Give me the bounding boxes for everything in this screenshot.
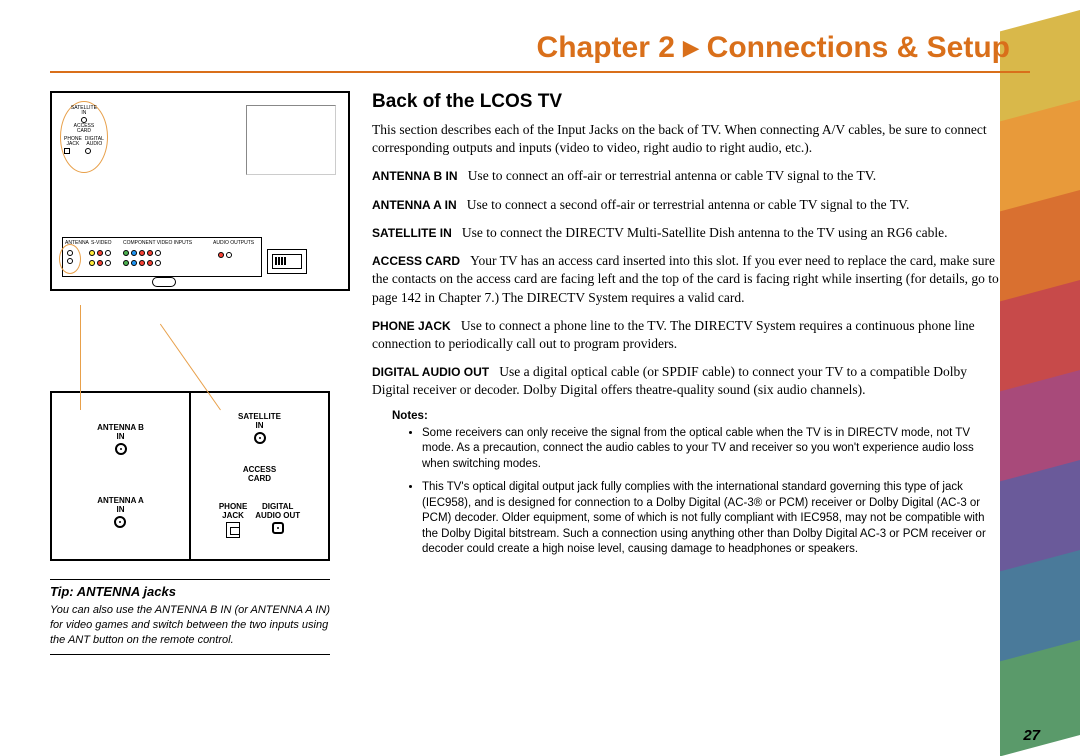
item-satellite: SATELLITE IN Use to connect the DIRECTV … <box>372 224 1000 242</box>
chapter-header: Chapter 2 ▸ Connections & Setup <box>50 30 1030 73</box>
note-1: Some receivers can only receive the sign… <box>422 426 1000 473</box>
section-heading: Back of the LCOS TV <box>372 91 1000 113</box>
item-digital-audio: DIGITAL AUDIO OUT Use a digital optical … <box>372 363 1000 399</box>
label-digital: DIGITAL AUDIO OUT <box>255 502 300 520</box>
item-access-card: ACCESS CARD Your TV has an access card i… <box>372 252 1000 307</box>
notes-title: Notes: <box>392 410 1000 422</box>
tip-block: Tip: ANTENNA jacks You can also use the … <box>50 579 330 655</box>
item-antenna-a: ANTENNA A IN Use to connect a second off… <box>372 196 1000 214</box>
label-phone: PHONE JACK <box>219 502 247 520</box>
tv-back-diagram: SATELLITEIN ACCESSCARD PHONEJACK DIGITAL… <box>50 91 350 291</box>
chapter-title-text: Connections & Setup <box>707 31 1010 64</box>
tip-body: You can also use the ANTENNA B IN (or AN… <box>50 603 330 648</box>
note-2: This TV's optical digital output jack fu… <box>422 480 1000 558</box>
chapter-sep: ▸ <box>683 31 698 64</box>
notes-block: Notes: Some receivers can only receive t… <box>392 410 1000 558</box>
left-column: SATELLITEIN ACCESSCARD PHONEJACK DIGITAL… <box>50 91 350 655</box>
label-access: ACCESS CARD <box>243 465 276 483</box>
chapter-label: Chapter 2 <box>537 31 675 64</box>
label-satellite: SATELLITE IN <box>238 412 281 430</box>
label-antenna-a: ANTENNA A IN <box>97 496 144 514</box>
item-antenna-b: ANTENNA B IN Use to connect an off-air o… <box>372 167 1000 185</box>
page-number: 27 <box>1023 727 1040 744</box>
right-column: Back of the LCOS TV This section describ… <box>372 91 1030 655</box>
label-antenna-b: ANTENNA B IN <box>97 423 144 441</box>
item-phone-jack: PHONE JACK Use to connect a phone line t… <box>372 317 1000 353</box>
intro-para: This section describes each of the Input… <box>372 121 1000 157</box>
zoom-diagram: ANTENNA B IN ANTENNA A IN SATELLITE IN A… <box>50 391 330 561</box>
tip-title: Tip: ANTENNA jacks <box>50 584 330 599</box>
